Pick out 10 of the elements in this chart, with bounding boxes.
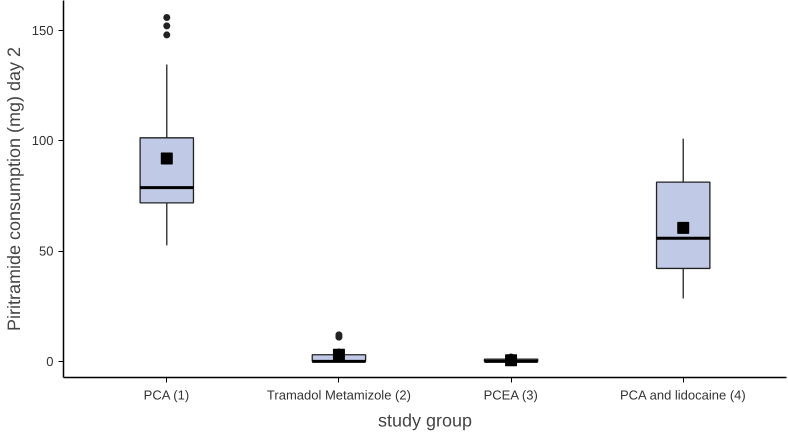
- y-tick-label: 50: [39, 244, 54, 259]
- x-tick-label: PCA (1): [144, 388, 190, 402]
- y-axis-title: Piritramide consumption (mg) day 2: [4, 46, 24, 332]
- y-tick-label: 0: [46, 354, 54, 369]
- x-tick-label: PCEA (3): [484, 388, 538, 402]
- x-tick-label: Tramadol Metamizole (2): [266, 388, 411, 402]
- x-tick-label: PCA and lidocaine (4): [620, 388, 746, 402]
- x-axis-title: study group: [378, 410, 472, 430]
- y-tick-label: 100: [32, 133, 54, 148]
- y-tick-label: 150: [32, 22, 54, 38]
